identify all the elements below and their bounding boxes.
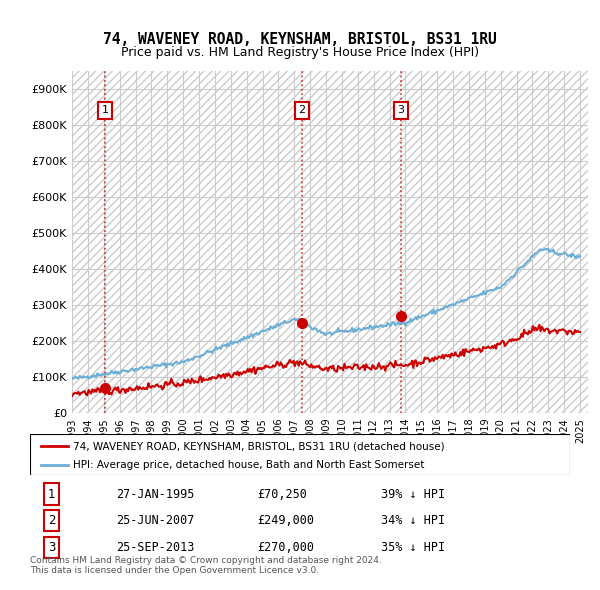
Text: £270,000: £270,000 (257, 540, 314, 554)
Text: 2: 2 (48, 514, 55, 527)
Text: 25-JUN-2007: 25-JUN-2007 (116, 514, 195, 527)
Text: 3: 3 (48, 540, 55, 554)
Text: 25-SEP-2013: 25-SEP-2013 (116, 540, 195, 554)
FancyBboxPatch shape (30, 434, 570, 475)
Text: 1: 1 (101, 106, 109, 116)
Text: 34% ↓ HPI: 34% ↓ HPI (381, 514, 445, 527)
Bar (72, 71, 588, 413)
Text: 39% ↓ HPI: 39% ↓ HPI (381, 487, 445, 501)
Text: 1: 1 (48, 487, 55, 501)
Text: 35% ↓ HPI: 35% ↓ HPI (381, 540, 445, 554)
Text: Price paid vs. HM Land Registry's House Price Index (HPI): Price paid vs. HM Land Registry's House … (121, 46, 479, 59)
Text: HPI: Average price, detached house, Bath and North East Somerset: HPI: Average price, detached house, Bath… (73, 460, 425, 470)
Text: £70,250: £70,250 (257, 487, 307, 501)
Text: £249,000: £249,000 (257, 514, 314, 527)
Text: 3: 3 (398, 106, 404, 116)
Text: 27-JAN-1995: 27-JAN-1995 (116, 487, 195, 501)
Text: 74, WAVENEY ROAD, KEYNSHAM, BRISTOL, BS31 1RU (detached house): 74, WAVENEY ROAD, KEYNSHAM, BRISTOL, BS3… (73, 441, 445, 451)
Text: 2: 2 (298, 106, 305, 116)
Text: Contains HM Land Registry data © Crown copyright and database right 2024.
This d: Contains HM Land Registry data © Crown c… (30, 556, 382, 575)
Text: 74, WAVENEY ROAD, KEYNSHAM, BRISTOL, BS31 1RU: 74, WAVENEY ROAD, KEYNSHAM, BRISTOL, BS3… (103, 32, 497, 47)
